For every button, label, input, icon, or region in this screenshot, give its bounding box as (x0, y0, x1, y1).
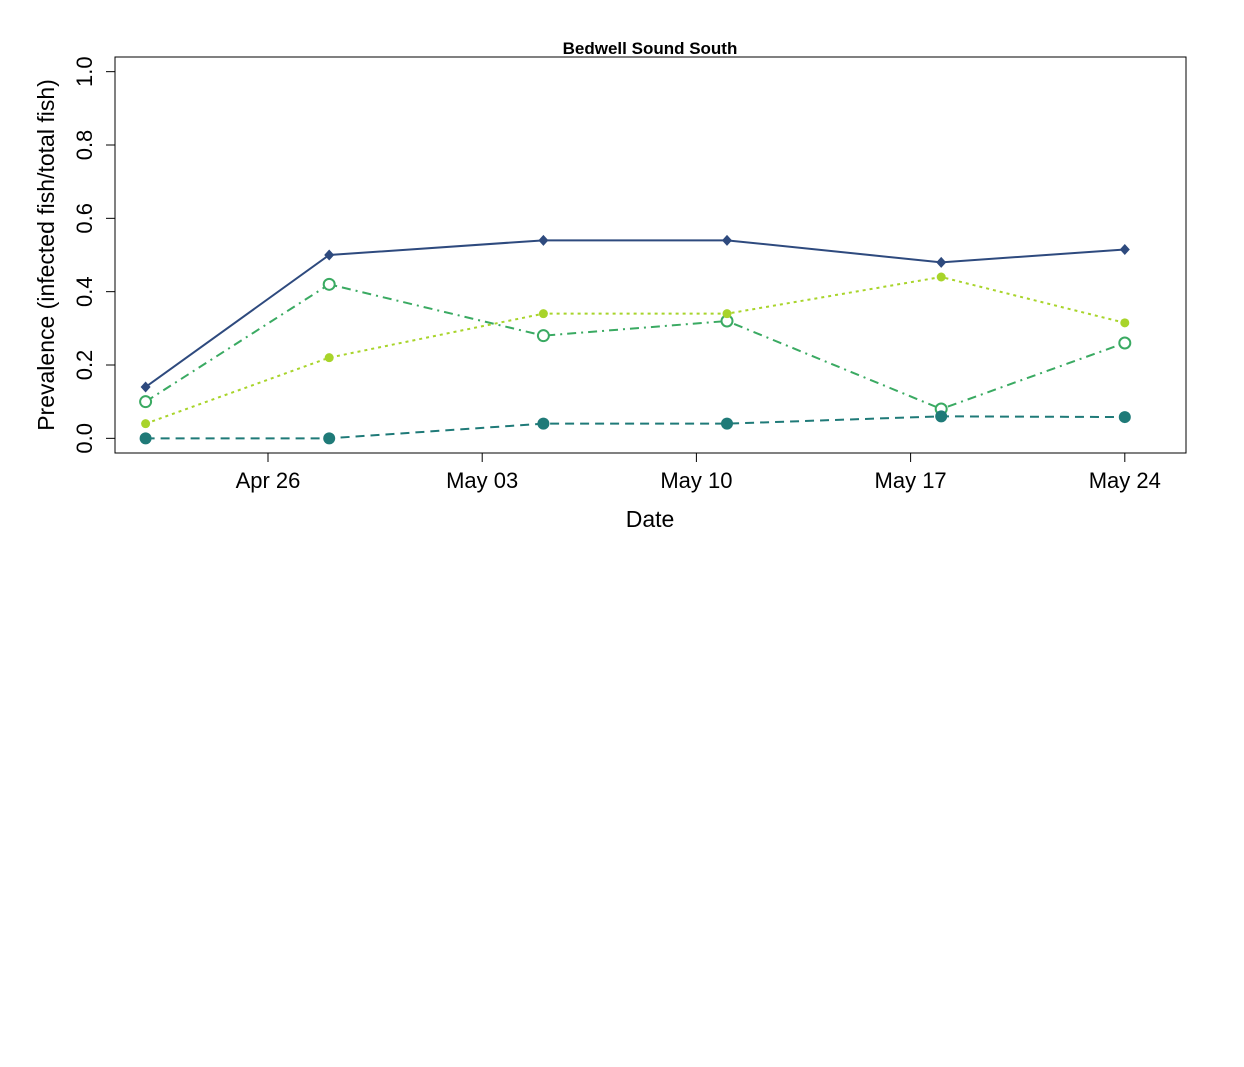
data-point (538, 309, 548, 319)
data-point (141, 419, 151, 429)
x-tick-label: May 10 (660, 468, 732, 493)
plot-frame (114, 56, 1187, 454)
data-point (721, 417, 733, 430)
data-point (1118, 411, 1131, 424)
data-point (324, 353, 334, 363)
x-tick-label: May 03 (446, 468, 518, 493)
y-tick-label: 0.6 (72, 203, 97, 234)
data-point (722, 234, 732, 246)
data-point (936, 272, 946, 282)
y-tick-label: 0.0 (72, 423, 97, 454)
data-point (139, 395, 153, 409)
data-point (722, 309, 732, 319)
x-tick-label: May 24 (1089, 468, 1161, 493)
x-axis-title: Date (626, 506, 675, 532)
data-point (322, 277, 336, 291)
data-point (324, 249, 335, 261)
data-point (538, 234, 549, 246)
data-point (1118, 336, 1132, 350)
data-point (140, 381, 151, 393)
y-tick-label: 0.8 (72, 130, 97, 161)
series-line-4 (145, 415, 1125, 440)
data-point (537, 417, 550, 430)
x-tick-label: May 17 (875, 468, 947, 493)
x-axis: Apr 26 May 03 May 10 May 17 May 24 (236, 453, 1161, 493)
series-line-1 (145, 239, 1125, 388)
data-point (935, 410, 948, 423)
y-tick-label: 1.0 (72, 56, 97, 87)
y-axis: 0.0 0.2 0.4 0.6 0.8 1.0 (72, 56, 115, 454)
y-axis-title: Prevalence (infected fish/total fish) (33, 79, 59, 431)
y-tick-label: 0.4 (72, 276, 97, 307)
data-point (1119, 244, 1130, 255)
x-tick-label: Apr 26 (236, 468, 301, 493)
data-point (936, 256, 947, 268)
data-point (139, 432, 152, 445)
chart-title: Bedwell Sound South (563, 39, 738, 58)
y-tick-label: 0.2 (72, 350, 97, 381)
data-point (536, 329, 550, 343)
series-line-2 (145, 283, 1126, 411)
series-line-3 (145, 275, 1126, 425)
series-layer (139, 234, 1132, 445)
data-point (1120, 318, 1130, 328)
data-point (323, 432, 336, 445)
